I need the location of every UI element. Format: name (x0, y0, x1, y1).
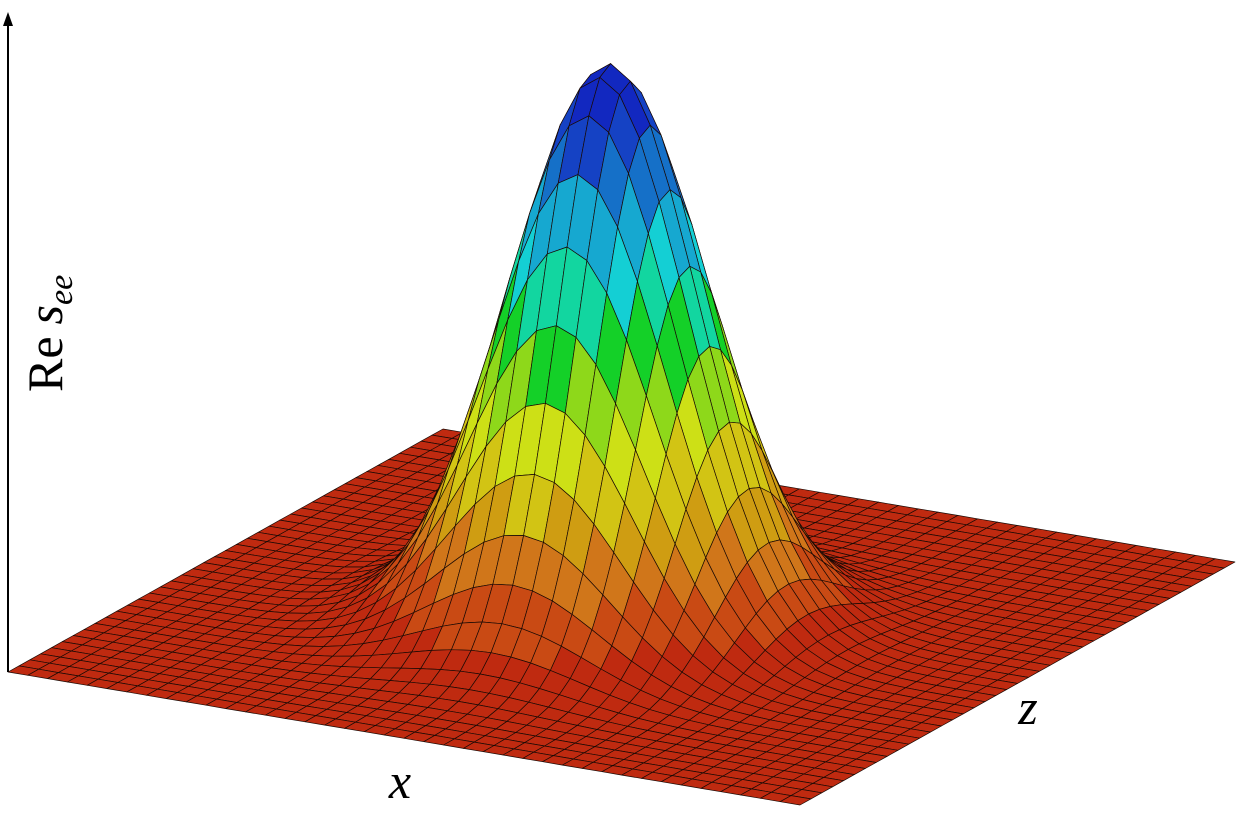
y-label-subscript: ee (43, 275, 80, 305)
z-axis-label: z (1017, 679, 1037, 735)
x-axis-label: x (388, 753, 411, 809)
mesh-cell (779, 795, 812, 806)
axis-arrowhead (3, 12, 13, 26)
surface-mesh (7, 63, 1236, 806)
y-label-symbol: s (17, 305, 73, 324)
y-axis-label: Re see (17, 275, 80, 392)
y-label-prefix: Re (17, 336, 73, 392)
